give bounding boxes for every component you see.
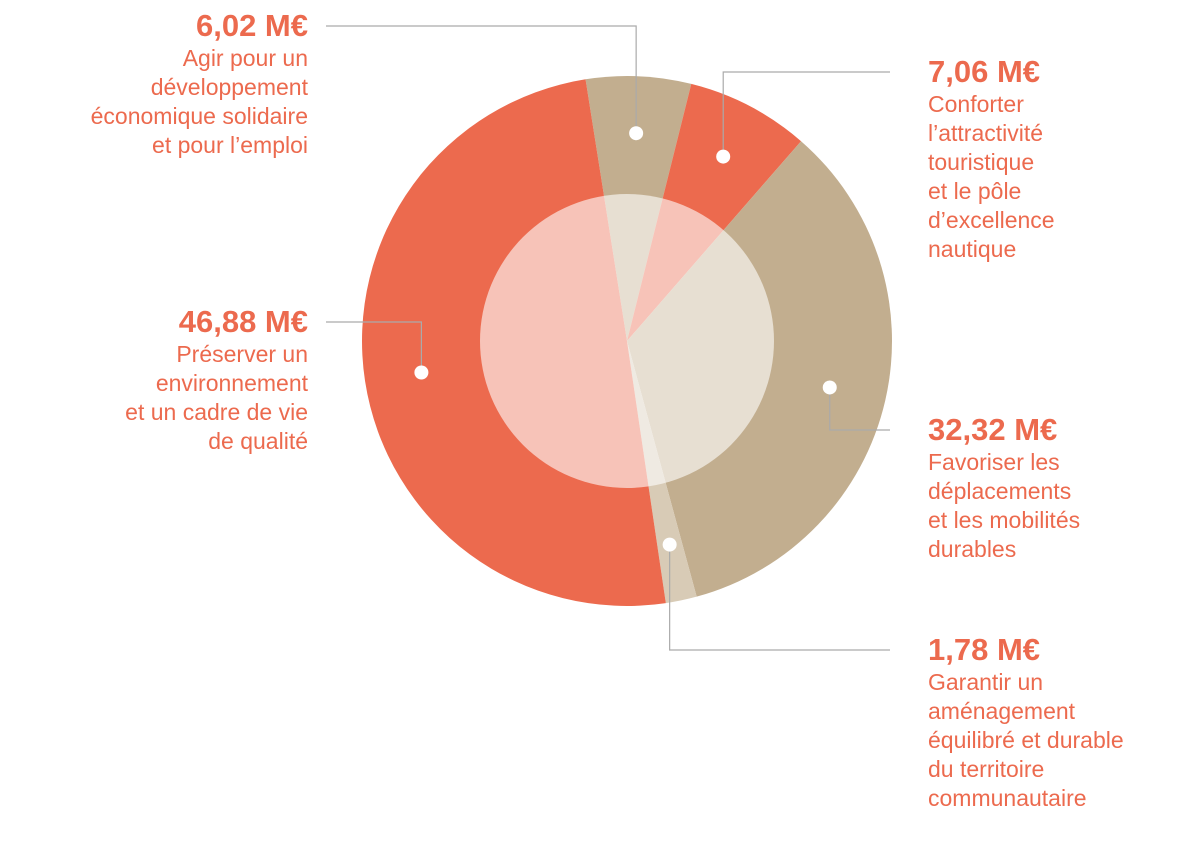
leader-line — [669, 544, 890, 651]
slice-dot — [662, 537, 677, 552]
value-label: 1,78 M€ — [928, 632, 1041, 667]
value-label: 6,02 M€ — [195, 8, 308, 43]
inner-circle — [480, 194, 774, 488]
leader-line — [326, 321, 422, 373]
slice-dot — [822, 380, 837, 395]
slice-label: 7,06 M€ Conforter l’attractivité touristi… — [928, 54, 1055, 264]
value-label: 32,32 M€ — [928, 412, 1058, 447]
leader-line — [829, 387, 890, 431]
value-label: 7,06 M€ — [928, 54, 1041, 89]
slice-dot — [629, 126, 644, 141]
category-label: Agir pour un développement économique so… — [90, 45, 308, 158]
slice-dot — [414, 365, 429, 380]
category-label: Préserver un environnement et un cadre d… — [125, 341, 308, 454]
category-label: Favoriser les déplacements et les mobili… — [928, 449, 1081, 562]
leader-line — [326, 25, 637, 134]
slice-dot — [716, 149, 731, 164]
category-label: Conforter l’attractivité touristique et … — [928, 91, 1055, 262]
slice-label: 32,32 M€ Favoriser les déplacements et le… — [928, 412, 1080, 564]
leader-line — [722, 71, 890, 157]
value-label: 46,88 M€ — [178, 304, 308, 339]
slice-label: 6,02 M€ Agir pour un développement économ… — [91, 8, 308, 160]
category-label: Garantir un aménagement équilibré et dur… — [928, 669, 1124, 811]
slice-label: 46,88 M€ Préserver un environnement et un… — [125, 304, 308, 456]
slice-label: 1,78 M€ Garantir un aménagement équilibré… — [928, 632, 1124, 813]
